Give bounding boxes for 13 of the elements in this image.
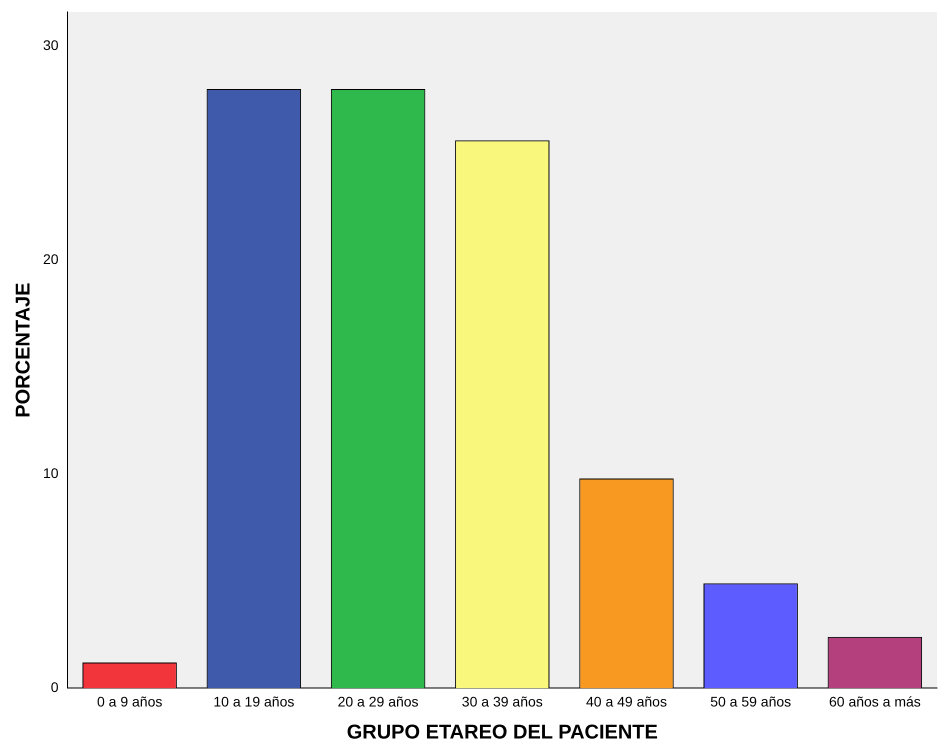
x-tick-label: 10 a 19 años [213, 693, 294, 710]
x-tick-label: 50 a 59 años [710, 693, 792, 710]
y-tick-label: 30 [42, 37, 59, 54]
x-axis-title: GRUPO ETAREO DEL PACIENTE [346, 722, 658, 744]
y-tick-label: 10 [42, 465, 59, 482]
x-tick-label: 40 a 49 años [586, 693, 667, 710]
y-axis-title: PORCENTAJE [12, 282, 35, 418]
y-tick-label: 20 [42, 251, 59, 268]
x-tick-label: 20 a 29 años [338, 693, 419, 710]
x-tick-label: 0 a 9 años [96, 693, 162, 710]
y-tick-label: 0 [50, 679, 59, 696]
x-tick-label: 30 a 39 años [462, 693, 543, 710]
x-tick-label: 60 años a más [828, 693, 921, 710]
